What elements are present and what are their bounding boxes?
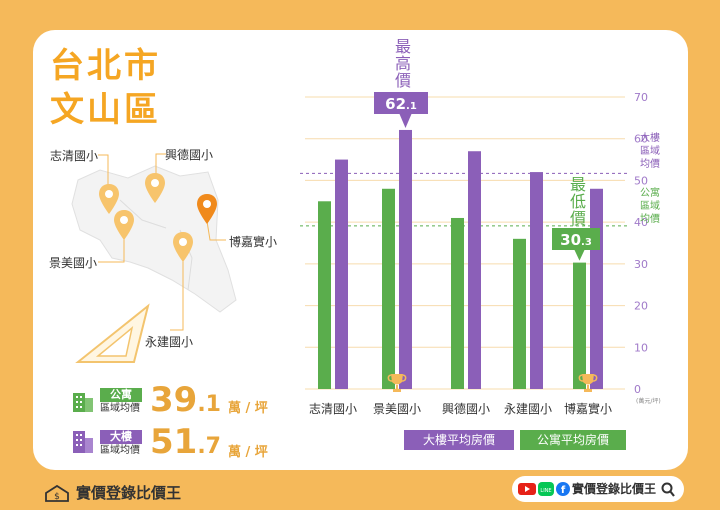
bar-apartment <box>318 201 331 389</box>
trophy-stem <box>396 385 398 389</box>
legend-building: 大樓平均房價 <box>404 430 514 450</box>
min-label: 最低價 <box>570 175 586 228</box>
trophy-handle <box>592 374 598 382</box>
trophy-handle <box>578 374 584 382</box>
legend-apartment: 公寓平均房價 <box>520 430 626 450</box>
min-label-char: 低 <box>570 192 586 211</box>
logo-house-icon: $ <box>45 484 69 502</box>
max-value-pointer <box>399 114 412 128</box>
max-label-char: 最 <box>395 37 411 56</box>
y-tick-label: 10 <box>634 341 648 354</box>
trophy-stem <box>587 385 589 389</box>
max-label-char: 高 <box>395 54 411 73</box>
bar-building <box>530 172 543 389</box>
apartment-ref-label-line: 均價 <box>640 212 660 225</box>
bar-apartment <box>573 262 586 389</box>
x-tick-label: 博嘉實小 <box>564 401 612 416</box>
trophy-base <box>393 389 401 392</box>
footer-brand: 實價登錄比價王 <box>76 484 182 502</box>
pin-icon-highlight <box>197 194 217 224</box>
bar-apartment <box>382 188 395 389</box>
line-icon[interactable]: LINE <box>538 482 554 496</box>
pin-icon <box>114 210 134 240</box>
youtube-icon[interactable] <box>518 482 536 496</box>
map-label-xingde: 興德國小 <box>165 148 214 162</box>
building-tag: 大樓 <box>100 430 142 444</box>
apartment-ref-label-line: 區域 <box>640 199 660 212</box>
trophy-cup <box>582 374 594 385</box>
map-label-jingmei: 景美國小 <box>49 256 98 270</box>
min-label-char: 價 <box>570 209 586 228</box>
y-tick-label: 30 <box>634 258 648 271</box>
y-tick-label: 60 <box>634 133 648 146</box>
y-unit-label: (萬元/坪) <box>636 397 661 405</box>
apartment-avg-value: 39.1 <box>150 380 221 420</box>
max-value-box <box>374 92 428 114</box>
bar-building <box>468 151 481 389</box>
trophy-handle <box>387 374 393 382</box>
facebook-icon[interactable]: f <box>556 482 570 496</box>
tower-building-icon <box>73 431 93 453</box>
x-tick-label: 景美國小 <box>373 402 421 416</box>
district-title: 台北市 文山區 <box>50 44 161 132</box>
max-label-char: 價 <box>395 71 411 90</box>
building-ref-label-line: 大樓 <box>640 131 660 144</box>
y-tick-label: 0 <box>634 383 641 396</box>
min-value-label: 30.3 <box>560 231 592 249</box>
apartment-tag: 公寓 <box>100 388 142 402</box>
building-avg-value: 51.7 <box>150 422 221 462</box>
x-tick-label: 永建國小 <box>504 402 552 416</box>
bar-building <box>335 159 348 389</box>
apartment-building-icon <box>73 393 93 412</box>
pin-icon <box>173 232 193 262</box>
trophy-icon <box>387 374 407 392</box>
pin-icon <box>99 184 119 214</box>
min-value-pointer <box>574 250 585 261</box>
x-tick-label: 志清國小 <box>309 402 357 416</box>
trophy-handle <box>401 374 407 382</box>
trophy-base <box>584 389 592 392</box>
building-stat-label: 區域均價 <box>100 445 140 456</box>
map-label-zhiqing: 志清國小 <box>50 149 99 163</box>
min-value-box <box>552 228 600 250</box>
social-brand-name: 實價登錄比價王 <box>572 482 657 496</box>
search-icon[interactable] <box>661 482 675 498</box>
bar-apartment <box>513 238 526 389</box>
pin-icon <box>145 173 165 203</box>
max-label: 最高價 <box>395 37 411 90</box>
y-tick-label: 70 <box>634 91 648 104</box>
ruler-icon <box>75 303 150 363</box>
apartment-stat-label: 區域均價 <box>100 403 140 414</box>
svg-text:f: f <box>561 485 566 496</box>
apartment-unit: 萬 / 坪 <box>228 401 268 416</box>
min-label-char: 最 <box>570 175 586 194</box>
svg-text:LINE: LINE <box>540 488 551 494</box>
map-label-bojia: 博嘉實小 <box>229 235 278 249</box>
title-city: 台北市 <box>50 46 161 86</box>
bar-building <box>399 129 412 389</box>
building-unit: 萬 / 坪 <box>228 445 268 460</box>
apartment-ref-label-line: 公寓 <box>640 186 660 199</box>
max-value-label: 62.1 <box>385 95 417 113</box>
trophy-cup <box>391 374 403 385</box>
y-tick-label: 50 <box>634 174 648 187</box>
building-ref-label-line: 區域 <box>640 144 660 157</box>
y-tick-label: 40 <box>634 216 648 229</box>
x-tick-label: 興德國小 <box>442 401 490 416</box>
building-ref-label-line: 均價 <box>640 157 660 170</box>
title-district: 文山區 <box>50 90 161 130</box>
y-tick-label: 20 <box>634 300 648 313</box>
bar-building <box>590 188 603 389</box>
bar-apartment <box>451 217 464 389</box>
trophy-icon <box>578 374 598 392</box>
svg-text:$: $ <box>54 492 60 502</box>
map-label-yongjian: 永建國小 <box>145 335 194 349</box>
